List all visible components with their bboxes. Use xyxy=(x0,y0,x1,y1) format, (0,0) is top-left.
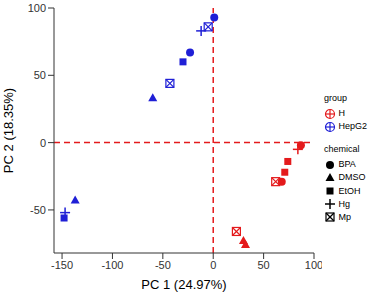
svg-text:-150: -150 xyxy=(51,259,73,271)
html-text:EtOH: EtOH xyxy=(338,185,361,196)
html-text:DMSO: DMSO xyxy=(338,172,366,183)
svg-text:-50: -50 xyxy=(155,259,171,271)
html-text:Hg: Hg xyxy=(338,198,350,209)
svg-text:100: 100 xyxy=(28,2,46,14)
svg-text:-50: -50 xyxy=(30,204,46,216)
svg-text:0: 0 xyxy=(40,137,46,149)
svg-text:50: 50 xyxy=(257,259,269,271)
html-text:HepG2: HepG2 xyxy=(338,121,367,132)
svg-text:-100: -100 xyxy=(101,259,123,271)
svg-text:50: 50 xyxy=(34,69,46,81)
svg-text:PC 2 (18.35%): PC 2 (18.35%) xyxy=(8,88,16,173)
svg-text:100: 100 xyxy=(305,259,322,271)
html-text:group: group xyxy=(324,93,347,103)
svg-text:0: 0 xyxy=(210,259,216,271)
html-text:BPA: BPA xyxy=(338,159,356,170)
html-text:chemical: chemical xyxy=(324,144,360,155)
html-text:Mp: Mp xyxy=(338,211,351,222)
html-text:H: H xyxy=(338,108,345,119)
svg-text:PC 1 (24.97%): PC 1 (24.97%) xyxy=(141,277,226,292)
